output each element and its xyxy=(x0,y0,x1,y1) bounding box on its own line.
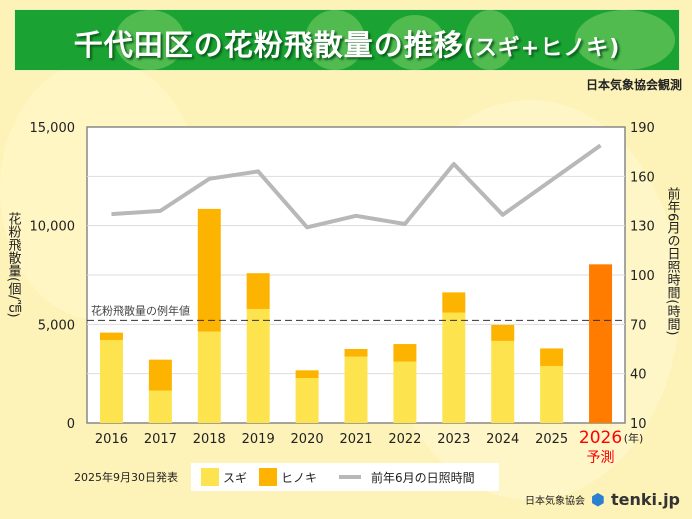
y2-tick-label: 100 xyxy=(630,269,655,284)
bar-hinoki xyxy=(393,344,417,362)
title-banner: 千代田区の花粉飛散量の推移(スギ+ヒノキ) xyxy=(14,9,680,71)
x-tick-label: 2020 xyxy=(291,432,324,447)
x-tick-label: 2018 xyxy=(193,432,226,447)
x-tick-label: 2019 xyxy=(242,432,275,447)
banner-decoration xyxy=(115,10,185,70)
x-tick-label: 2021 xyxy=(339,432,372,447)
bar-sugi xyxy=(393,361,417,423)
y2-tick-label: 10 xyxy=(630,417,647,432)
bar-sugi xyxy=(295,378,319,423)
legend-swatch-hinoki xyxy=(259,468,278,486)
y-axis-label: 花粉飛散量(個/㎠) xyxy=(6,211,22,317)
bar-hinoki xyxy=(344,349,368,357)
y-tick-label: 10,000 xyxy=(30,220,76,235)
y2-tick-label: 160 xyxy=(630,170,655,185)
legend-swatch-sunshine xyxy=(339,475,362,479)
x-tick-label: 2022 xyxy=(388,432,421,447)
title-suffix: (スギ+ヒノキ) xyxy=(463,36,621,61)
x-unit-label: (年) xyxy=(624,431,644,445)
y-tick-label: 5,000 xyxy=(38,318,75,333)
legend: スギ ヒノキ 前年6月の日照時間 xyxy=(191,463,499,491)
legend-label-sugi: スギ xyxy=(223,470,248,485)
bar-sugi xyxy=(344,356,368,423)
bar-hinoki xyxy=(540,348,564,366)
bar-hinoki xyxy=(148,359,172,391)
y2-tick-label: 40 xyxy=(630,368,647,383)
footer-brand: tenki.jp xyxy=(610,490,680,509)
published-date: 2025年9月30日発表 xyxy=(74,471,178,484)
bar-hinoki xyxy=(491,324,515,341)
x-tick-label: 2016 xyxy=(95,432,128,447)
bar-sugi xyxy=(99,340,123,423)
bar-hinoki xyxy=(197,208,221,332)
bar-hinoki xyxy=(246,273,270,309)
bar-forecast xyxy=(589,264,613,423)
legend-label-sunshine: 前年6月の日照時間 xyxy=(371,470,475,485)
y2-tick-label: 70 xyxy=(630,318,647,333)
legend-swatch-sugi xyxy=(201,468,219,486)
bar-hinoki xyxy=(442,292,466,313)
bar-hinoki xyxy=(295,370,319,379)
y2-tick-label: 190 xyxy=(630,121,655,136)
page-title: 千代田区の花粉飛散量の推移(スギ+ヒノキ) xyxy=(15,22,679,64)
title-main: 千代田区の花粉飛散量の推移 xyxy=(73,28,464,62)
x-tick-label: 2026 xyxy=(579,428,622,448)
x-tick-label: 2025 xyxy=(535,432,568,447)
footer-org: 日本気象協会 xyxy=(525,496,585,507)
observer-label: 日本気象協会観測 xyxy=(585,78,682,92)
bar-sugi xyxy=(491,340,515,423)
tenki-logo-icon: ⬢ xyxy=(591,490,605,509)
x-tick-label: 2017 xyxy=(144,432,177,447)
banner-decoration xyxy=(385,15,445,70)
y-tick-label: 15,000 xyxy=(30,121,76,136)
banner-decoration xyxy=(305,10,365,70)
footer: 日本気象協会 ⬢ tenki.jp xyxy=(525,490,680,509)
bar-sugi xyxy=(442,312,466,423)
bar-sugi xyxy=(197,331,221,423)
y-tick-label: 0 xyxy=(67,417,75,432)
y2-axis-label: 前年6月の日照時間(時間) xyxy=(665,186,681,335)
bar-sugi xyxy=(540,365,564,423)
banner-decoration xyxy=(465,10,515,70)
banner-decoration xyxy=(575,10,675,70)
bar-hinoki xyxy=(99,332,123,341)
reference-line-label: 花粉飛散量の例年値 xyxy=(91,303,190,317)
legend-label-hinoki: ヒノキ xyxy=(281,470,318,485)
y2-tick-label: 130 xyxy=(630,220,655,235)
x-tick-label: 2023 xyxy=(437,432,470,447)
forecast-label: 予測 xyxy=(587,450,615,466)
x-tick-label: 2024 xyxy=(486,432,519,447)
bar-sugi xyxy=(246,308,270,423)
bar-sugi xyxy=(148,390,172,423)
